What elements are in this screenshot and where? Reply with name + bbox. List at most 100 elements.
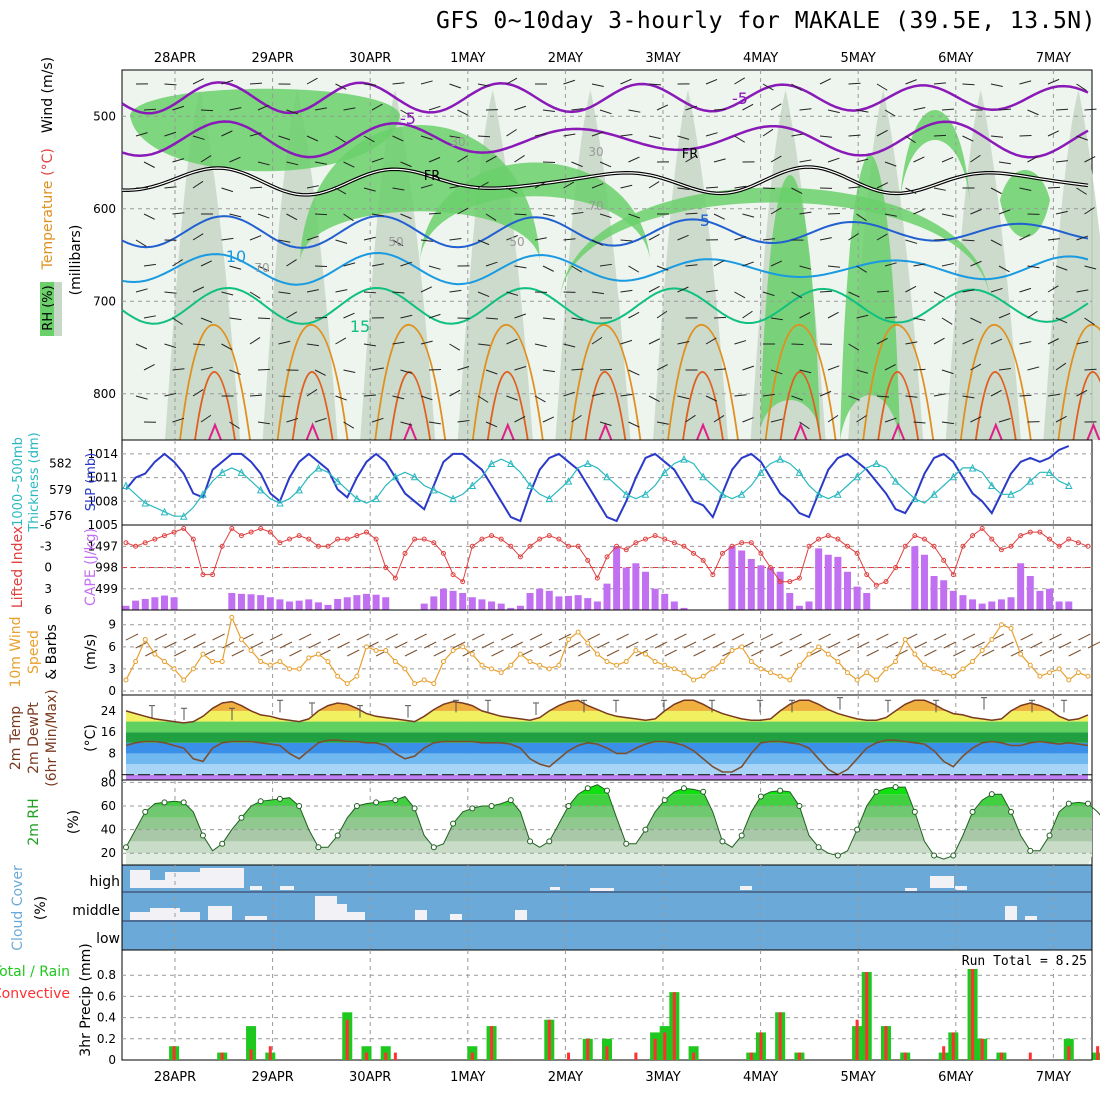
wind-point-50 (604, 659, 610, 665)
barb-13-30 (998, 418, 1011, 423)
wind-tick-3: 3 (108, 662, 116, 676)
barb-1-17 (628, 109, 641, 113)
barb-5-13 (514, 213, 527, 216)
rh-point-4 (161, 799, 168, 806)
barb-13-1 (172, 417, 185, 423)
barb-3-11 (457, 155, 468, 163)
li-point-55 (652, 533, 658, 539)
li-point-69 (787, 579, 793, 585)
barb-3-2 (200, 155, 212, 163)
sfc-barb-31 (423, 641, 437, 649)
sfc-barb-35 (462, 649, 475, 657)
barb-8-8 (363, 291, 377, 294)
rh-area-1 (262, 90, 338, 440)
barb-8-12 (477, 291, 490, 298)
isotherm-30-day-9 (1086, 422, 1100, 441)
barb-4-13 (506, 187, 518, 194)
rh-point-50 (604, 787, 610, 794)
cape-bar-34 (449, 590, 457, 610)
wind-point-5 (171, 666, 177, 672)
barb-7-16 (599, 263, 612, 267)
barb-13-32 (1055, 415, 1067, 423)
barb-1-9 (400, 109, 412, 117)
barb-0-27 (905, 79, 917, 85)
thickness-point-50 (603, 472, 611, 481)
barb-7-5 (286, 259, 297, 267)
wind-point-94 (1027, 662, 1033, 668)
sfc-barb-0 (125, 633, 139, 641)
sfc-barb-70 (799, 641, 812, 649)
barb-8-21 (734, 291, 746, 299)
precip-conv-bar-66 (759, 1032, 763, 1060)
isotherm-label-11: 70 (588, 199, 603, 213)
rh-point-22 (334, 832, 341, 839)
barb-1-4 (257, 104, 270, 111)
li-point-94 (1027, 529, 1033, 535)
date-label-top-6MAY: 6MAY (938, 51, 973, 66)
sfc-barb-73 (828, 641, 841, 649)
barb-3-26 (884, 161, 897, 167)
barb-3-32 (1055, 160, 1068, 163)
barb-11-10 (428, 368, 442, 371)
barb-4-5 (278, 187, 291, 192)
isotherm-5 (121, 214, 1089, 249)
thickness-point-94 (1026, 476, 1035, 485)
barb-2-26 (876, 129, 888, 137)
thickness-point-14 (256, 485, 265, 494)
cape-bar-15 (266, 597, 274, 610)
sfc-barb-37 (481, 641, 495, 649)
date-label-top-30APR: 30APR (349, 51, 391, 66)
cape-bar-76 (853, 586, 861, 610)
barb-6-25 (848, 233, 859, 241)
lifted-index-label: Lifted Index (10, 526, 26, 608)
rh-point-0 (123, 844, 129, 851)
barb-0-21 (734, 77, 746, 85)
barb-5-6 (314, 213, 328, 216)
precip-conv-bar-70 (797, 1052, 801, 1060)
barb-0-17 (620, 78, 632, 85)
wind-point-56 (662, 662, 668, 668)
barb-1-25 (856, 109, 869, 113)
sfc-barb-61 (712, 641, 726, 649)
sfc-barb-69 (789, 633, 803, 641)
barb-10-16 (591, 336, 603, 345)
rh-area-3 (457, 90, 533, 440)
barb-1-15 (571, 108, 584, 111)
li-point-26 (373, 536, 379, 542)
wind-point-17 (287, 666, 293, 672)
barb-9-25 (856, 314, 869, 319)
barb-0-11 (449, 83, 461, 89)
precip-tick-0.6: 0.6 (97, 989, 116, 1003)
precip-conv-bar-101 (1096, 1046, 1100, 1060)
wind-point-47 (575, 629, 581, 635)
cape-bar-50 (603, 583, 611, 610)
cape-bar-92 (1007, 597, 1015, 610)
slp-line (125, 445, 1070, 523)
barb-11-2 (200, 366, 213, 371)
barb-8-5 (278, 291, 291, 295)
wind-point-3 (152, 651, 158, 657)
sfc-barb-44 (549, 649, 562, 657)
barb-5-9 (400, 213, 412, 220)
barb-9-30 (998, 312, 1011, 319)
wind-point-92 (1008, 625, 1014, 631)
rh-area-4 (555, 90, 631, 440)
wind-point-52 (623, 659, 629, 665)
wind-point-44 (546, 666, 552, 672)
barb-2-19 (677, 135, 690, 140)
sfc-barb-28 (395, 641, 408, 649)
rh-point-38 (488, 802, 495, 809)
cloud-block-20 (415, 910, 427, 920)
barb-2-9 (392, 135, 404, 142)
li-point-59 (691, 550, 697, 556)
barb-7-12 (485, 261, 498, 267)
li-point-8 (200, 572, 206, 578)
barb-12-5 (278, 395, 291, 398)
barb-9-14 (542, 317, 555, 320)
barb-4-28 (933, 187, 946, 191)
wind-point-39 (498, 670, 504, 676)
thickness-point-22 (333, 476, 342, 485)
slp-tick-1014: 1014 (87, 447, 118, 461)
precip-conv-bar-36 (470, 1052, 474, 1060)
barb-1-5 (286, 109, 299, 115)
